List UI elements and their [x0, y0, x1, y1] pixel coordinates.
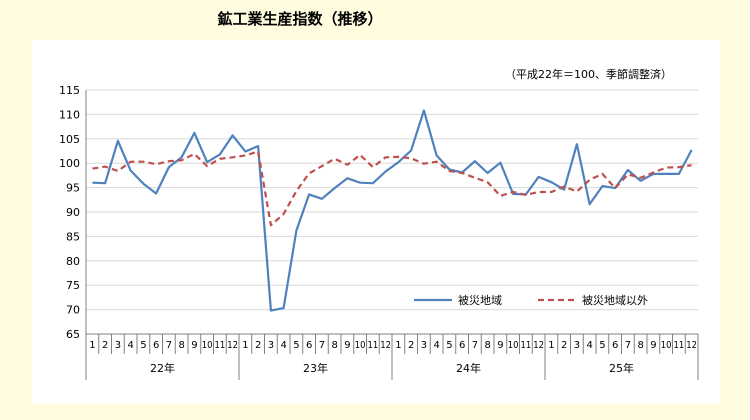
month-tick-label: 8 — [637, 340, 643, 351]
month-tick-label: 4 — [280, 340, 286, 351]
month-tick-label: 11 — [521, 340, 532, 351]
month-tick-label: 3 — [421, 340, 427, 351]
y-tick-label: 80 — [66, 255, 80, 268]
month-tick-label: 8 — [331, 340, 337, 351]
month-tick-label: 12 — [686, 340, 697, 351]
series-line-2 — [92, 150, 692, 227]
month-tick-label: 12 — [533, 340, 544, 351]
month-tick-label: 11 — [215, 340, 226, 351]
month-tick-label: 4 — [433, 340, 439, 351]
month-tick-label: 7 — [472, 340, 478, 351]
month-tick-label: 3 — [268, 340, 274, 351]
month-tick-label: 11 — [368, 340, 379, 351]
month-tick-label: 8 — [484, 340, 490, 351]
month-tick-label: 8 — [178, 340, 184, 351]
month-tick-label: 10 — [202, 340, 213, 351]
month-tick-label: 9 — [650, 340, 656, 351]
series-lines — [92, 109, 693, 312]
gridlines — [86, 89, 698, 335]
month-tick-label: 3 — [115, 340, 121, 351]
y-tick-label: 75 — [66, 279, 80, 292]
y-tick-label: 110 — [59, 108, 80, 121]
month-tick-label: 5 — [446, 340, 452, 351]
month-tick-label: 6 — [612, 340, 618, 351]
y-tick-label: 115 — [59, 84, 80, 97]
year-tick-label: 24年 — [456, 361, 481, 375]
month-tick-label: 2 — [102, 340, 108, 351]
year-tick-label: 22年 — [150, 361, 175, 375]
month-tick-label: 1 — [89, 340, 95, 351]
month-tick-label: 4 — [586, 340, 592, 351]
line-chart: （平成22年＝100、季節調整済） 6570758085909510010511… — [59, 67, 699, 380]
month-tick-label: 1 — [548, 340, 554, 351]
year-tick-label: 25年 — [609, 361, 634, 375]
month-tick-label: 7 — [319, 340, 325, 351]
y-tick-label: 100 — [59, 157, 80, 170]
legend-label: 被災地域以外 — [582, 294, 648, 307]
y-tick-label: 70 — [66, 304, 80, 317]
year-tick-label: 23年 — [303, 361, 328, 375]
month-tick-label: 10 — [508, 340, 519, 351]
legend: 被災地域 被災地域以外 — [414, 294, 648, 307]
month-tick-label: 10 — [355, 340, 366, 351]
plot-panel: （平成22年＝100、季節調整済） 65 70 75 80 85 90 95 100 105 11… — [32, 40, 720, 404]
chart-subtitle: （平成22年＝100、季節調整済） — [505, 67, 672, 81]
month-tick-label: 11 — [674, 340, 685, 351]
month-tick-label: 6 — [306, 340, 312, 351]
y-tick-label: 90 — [66, 206, 80, 219]
month-tick-label: 5 — [599, 340, 605, 351]
y-tick-label: 65 — [66, 328, 80, 341]
month-tick-label: 9 — [497, 340, 503, 351]
month-tick-label: 9 — [191, 340, 197, 351]
month-tick-label: 3 — [574, 340, 580, 351]
y-tick-label: 95 — [66, 182, 80, 195]
month-tick-label: 6 — [153, 340, 159, 351]
month-tick-label: 2 — [408, 340, 414, 351]
legend-label: 被災地域 — [458, 294, 502, 307]
month-tick-label: 5 — [140, 340, 146, 351]
month-tick-label: 10 — [661, 340, 672, 351]
month-tick-label: 1 — [395, 340, 401, 351]
month-tick-label: 5 — [293, 340, 299, 351]
y-tick-label: 105 — [59, 133, 80, 146]
month-tick-label: 9 — [344, 340, 350, 351]
month-tick-label: 12 — [227, 340, 238, 351]
month-tick-label: 4 — [127, 340, 133, 351]
month-tick-label: 7 — [166, 340, 172, 351]
series-line-1 — [92, 109, 693, 312]
y-tick-label: 85 — [66, 230, 80, 243]
month-tick-label: 6 — [459, 340, 465, 351]
chart-title: 鉱工業生産指数（推移） — [217, 10, 383, 28]
month-tick-label: 1 — [242, 340, 248, 351]
month-tick-label: 7 — [625, 340, 631, 351]
month-tick-label: 12 — [380, 340, 391, 351]
month-tick-label: 2 — [255, 340, 261, 351]
month-tick-label: 2 — [561, 340, 567, 351]
